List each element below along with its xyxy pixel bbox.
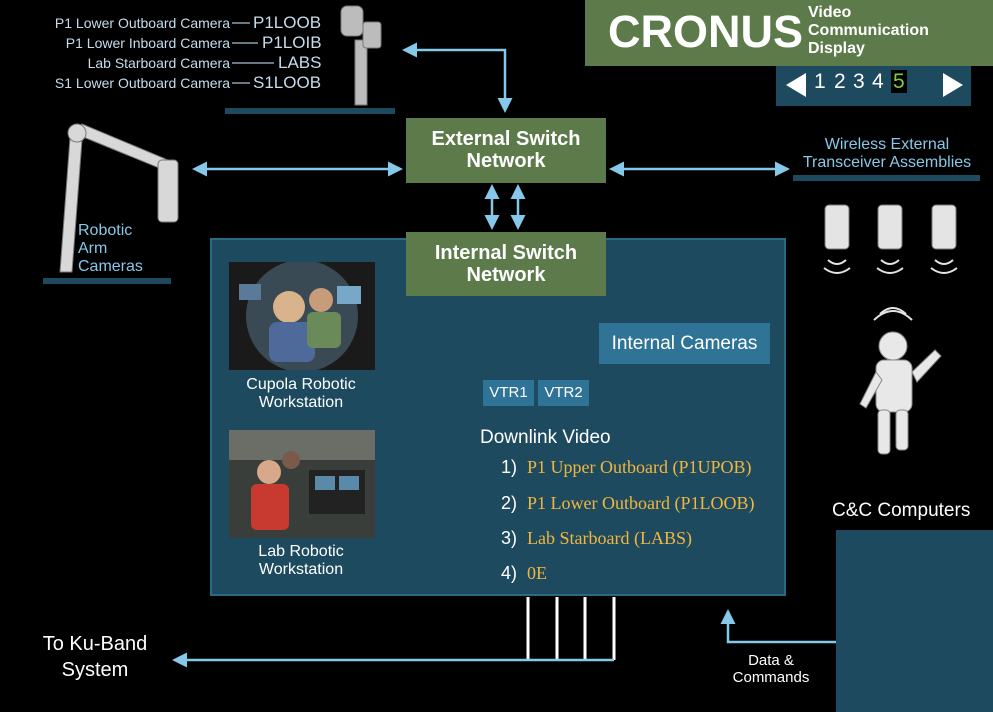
downlink-item-number: 1) <box>500 457 517 477</box>
downlink-item-number: 4) <box>500 563 517 583</box>
camera-code-p1loib: P1LOIB <box>262 33 322 52</box>
cupola-workstation-photo <box>229 262 375 370</box>
wireless-transceivers-label: Wireless External Transceiver Assemblies <box>802 136 972 171</box>
camera-code-s1loob: S1LOOB <box>253 73 322 92</box>
ku-band-system-label: To Ku-Band System <box>42 633 148 681</box>
downlink-item-3[interactable]: Lab Starboard (LABS) <box>527 528 692 548</box>
header-banner <box>585 0 993 66</box>
camera-label-s1loob: S1 Lower Outboard Camera <box>54 75 230 91</box>
downlink-video-title: Downlink Video <box>480 427 611 448</box>
vtr1-box[interactable]: VTR1 <box>483 380 534 406</box>
data-commands-label: Data & Commands <box>732 652 810 686</box>
cc-computers-block[interactable] <box>836 530 993 712</box>
app-title: CRONUS <box>608 6 804 57</box>
downlink-item-number: 2) <box>500 493 517 513</box>
camera-label-p1loob: P1 Lower Outboard Camera <box>54 15 230 31</box>
downlink-item-4[interactable]: 0E <box>527 563 547 583</box>
internal-cameras-box[interactable]: Internal Cameras <box>599 323 770 364</box>
next-page-icon[interactable] <box>943 73 963 97</box>
external-switch-network[interactable]: External Switch Network <box>406 118 606 183</box>
downlink-item-number: 3) <box>500 528 517 548</box>
page-navigator <box>776 66 971 106</box>
robotic-arm-cameras-label: Robotic Arm Cameras <box>78 222 143 275</box>
cc-computers-label: C&C Computers <box>832 500 971 521</box>
cupola-workstation-label: Cupola Robotic Workstation <box>246 376 356 411</box>
camera-label-p1loib: P1 Lower Inboard Camera <box>65 35 230 51</box>
page-link-1[interactable]: 1 <box>814 70 826 93</box>
page-link-3[interactable]: 3 <box>853 70 865 93</box>
lab-workstation-photo <box>229 430 375 538</box>
page-link-5-active[interactable]: 5 <box>891 70 907 93</box>
lab-workstation-label: Lab Robotic Workstation <box>258 543 344 578</box>
downlink-item-1[interactable]: P1 Upper Outboard (P1UPOB) <box>527 457 752 477</box>
internal-switch-network[interactable]: Internal Switch Network <box>406 232 606 296</box>
vtr2-box[interactable]: VTR2 <box>538 380 589 406</box>
page-link-2[interactable]: 2 <box>834 70 846 93</box>
wireless-shelf <box>793 175 980 181</box>
previous-page-icon[interactable] <box>786 73 806 97</box>
downlink-item-2[interactable]: P1 Lower Outboard (P1LOOB) <box>527 493 755 513</box>
page-link-4[interactable]: 4 <box>872 70 884 93</box>
camera-label-labs: Lab Starboard Camera <box>87 55 230 71</box>
camera-code-labs: LABS <box>278 53 322 72</box>
app-subtitle: Video Communication Display <box>808 4 929 57</box>
camera-code-p1loob: P1LOOB <box>253 13 322 32</box>
camera-shelf <box>225 108 395 114</box>
robotic-arm-shelf <box>43 278 171 284</box>
